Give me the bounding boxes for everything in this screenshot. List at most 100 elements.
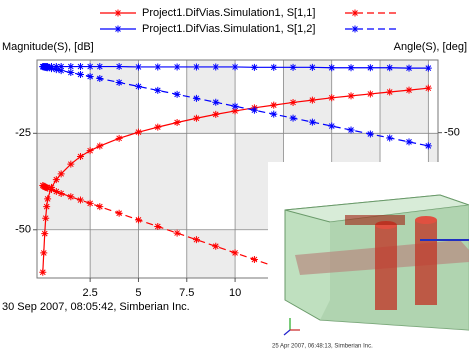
marker — [193, 63, 200, 70]
marker — [67, 193, 74, 200]
legend-label: Project1.DifVias.Simulation1, S[1,1] — [142, 7, 315, 19]
legend-marker — [352, 10, 359, 17]
marker — [87, 200, 94, 207]
marker — [39, 269, 46, 276]
marker — [116, 63, 123, 70]
grid-cell — [283, 60, 331, 133]
marker — [77, 71, 84, 78]
marker — [406, 65, 413, 72]
marker — [67, 69, 74, 76]
legend-marker — [115, 10, 122, 17]
marker — [44, 195, 51, 202]
marker — [174, 119, 181, 126]
marker — [96, 143, 103, 150]
marker — [232, 103, 239, 110]
marker — [96, 75, 103, 82]
marker — [135, 216, 142, 223]
grid-cell — [138, 133, 186, 229]
marker — [154, 63, 161, 70]
inset-caption: 25 Apr 2007, 06:48:13, Simberian Inc. — [272, 344, 373, 350]
marker — [58, 190, 65, 197]
marker — [193, 95, 200, 102]
marker — [406, 138, 413, 145]
grid-cell — [187, 230, 235, 278]
y-tick-label: -50 — [15, 224, 31, 236]
marker — [251, 107, 258, 114]
inset-3d-view: 25 Apr 2007, 06:48:13, Simberian Inc. — [268, 162, 469, 354]
marker — [41, 230, 48, 237]
marker — [425, 142, 432, 149]
marker — [348, 92, 355, 99]
marker — [328, 94, 335, 101]
marker — [135, 129, 142, 136]
marker — [77, 197, 84, 204]
marker — [251, 256, 258, 263]
marker — [135, 83, 142, 90]
marker — [154, 124, 161, 131]
marker — [116, 210, 123, 217]
marker — [53, 176, 60, 183]
marker — [87, 63, 94, 70]
marker — [212, 243, 219, 250]
y2-axis-title: Angle(S), [deg] — [394, 41, 467, 53]
marker — [96, 63, 103, 70]
marker — [367, 90, 374, 97]
marker — [212, 63, 219, 70]
marker — [328, 123, 335, 130]
marker — [42, 215, 49, 222]
marker — [425, 85, 432, 92]
marker — [40, 249, 47, 256]
x-tick-label: 5 — [135, 287, 141, 299]
marker — [386, 89, 393, 96]
grid-cell — [380, 60, 428, 133]
marker — [386, 64, 393, 71]
marker — [116, 79, 123, 86]
legend-label: Project1.DifVias.Simulation1, S[1,2] — [142, 23, 315, 35]
marker — [309, 119, 316, 126]
marker — [154, 87, 161, 94]
marker — [154, 223, 161, 230]
marker — [406, 87, 413, 94]
marker — [367, 130, 374, 137]
grid-cell — [90, 230, 138, 278]
marker — [43, 203, 50, 210]
marker — [174, 63, 181, 70]
marker — [67, 63, 74, 70]
marker — [67, 161, 74, 168]
marker — [193, 115, 200, 122]
y-tick-label: -25 — [15, 127, 31, 139]
marker — [425, 65, 432, 72]
trace — [345, 215, 405, 225]
marker — [77, 153, 84, 160]
marker — [116, 135, 123, 142]
legend: Project1.DifVias.Simulation1, S[1,1] Proj… — [100, 7, 400, 35]
marker — [270, 102, 277, 109]
via-top — [415, 216, 437, 224]
marker — [58, 67, 65, 74]
marker — [212, 111, 219, 118]
marker — [232, 63, 239, 70]
y-axis-title: Magnitude(S), [dB] — [2, 41, 94, 53]
marker — [48, 65, 55, 72]
marker — [53, 66, 60, 73]
marker — [174, 91, 181, 98]
grid-cell — [187, 60, 235, 133]
grid-cell — [90, 60, 138, 133]
marker — [328, 64, 335, 71]
x-tick-label: 2.5 — [82, 287, 97, 299]
marker — [290, 64, 297, 71]
x-tick-label: 10 — [229, 287, 241, 299]
marker — [96, 203, 103, 210]
via — [375, 225, 397, 310]
marker — [348, 127, 355, 134]
marker — [87, 73, 94, 80]
x-tick-label: 7.5 — [179, 287, 194, 299]
marker — [232, 249, 239, 256]
grid-cell — [37, 133, 90, 229]
marker — [58, 170, 65, 177]
chart: 2.557.51012.51517.520-25-50-50-100-150 M… — [0, 0, 469, 354]
marker — [135, 63, 142, 70]
marker — [367, 64, 374, 71]
marker — [348, 64, 355, 71]
y2-tick-label: -50 — [444, 127, 460, 139]
